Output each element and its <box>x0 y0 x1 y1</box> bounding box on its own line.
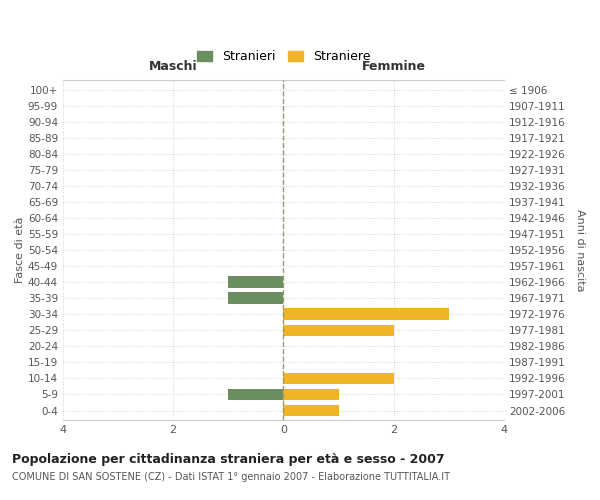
Y-axis label: Anni di nascita: Anni di nascita <box>575 209 585 292</box>
Bar <box>283 388 338 400</box>
Text: COMUNE DI SAN SOSTENE (CZ) - Dati ISTAT 1° gennaio 2007 - Elaborazione TUTTITALI: COMUNE DI SAN SOSTENE (CZ) - Dati ISTAT … <box>12 472 450 482</box>
Text: Femmine: Femmine <box>362 60 425 73</box>
Text: Maschi: Maschi <box>149 60 197 73</box>
Bar <box>228 276 283 288</box>
Bar <box>228 388 283 400</box>
Bar <box>283 324 394 336</box>
Text: Popolazione per cittadinanza straniera per età e sesso - 2007: Popolazione per cittadinanza straniera p… <box>12 452 445 466</box>
Bar <box>283 372 394 384</box>
Bar <box>283 308 449 320</box>
Bar <box>283 404 338 416</box>
Y-axis label: Fasce di età: Fasce di età <box>15 217 25 283</box>
Legend: Stranieri, Straniere: Stranieri, Straniere <box>191 46 375 68</box>
Bar <box>228 292 283 304</box>
